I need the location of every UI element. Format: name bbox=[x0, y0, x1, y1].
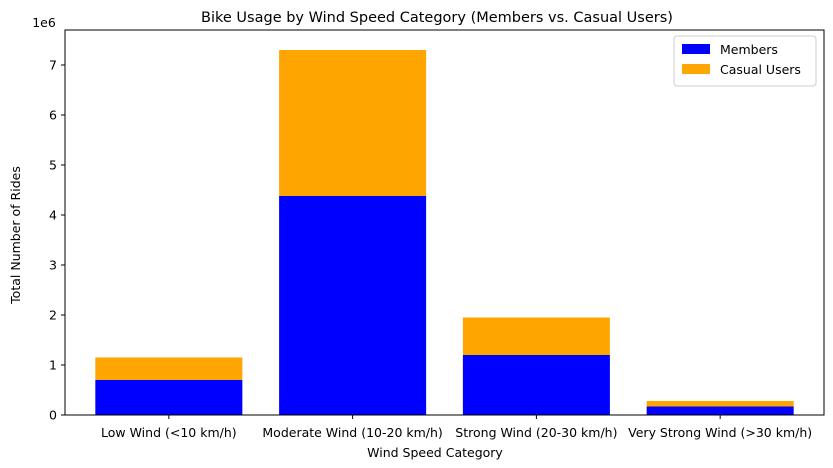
axes-layer: 0 1 2 3 4 5 6 7 Low Wind (<10 km/h) Moderate Wind… bbox=[49, 29, 825, 440]
bar-casual-0 bbox=[95, 357, 243, 380]
x-axis-label: Wind Speed Category bbox=[367, 445, 503, 460]
y-offset-label: 1e6 bbox=[32, 15, 56, 30]
y-tick-label: 2 bbox=[49, 308, 57, 323]
y-axis-label: Total Number of Rides bbox=[8, 166, 23, 305]
legend-swatch-members bbox=[682, 44, 710, 54]
plot-frame bbox=[64, 29, 825, 416]
bar-casual-1 bbox=[279, 50, 427, 196]
bar-members-0 bbox=[95, 380, 243, 415]
legend: Members Casual Users bbox=[673, 35, 817, 87]
y-tick-label: 1 bbox=[49, 358, 57, 373]
x-tick-label: Moderate Wind (10-20 km/h) bbox=[262, 425, 442, 440]
y-tick-label: 0 bbox=[49, 408, 57, 423]
legend-label-members: Members bbox=[720, 42, 778, 57]
bar-casual-3 bbox=[646, 401, 794, 407]
x-tick-label: Low Wind (<10 km/h) bbox=[101, 425, 237, 440]
bars-layer bbox=[95, 50, 794, 415]
bar-members-3 bbox=[646, 406, 794, 415]
y-tick-label: 3 bbox=[49, 258, 57, 273]
y-tick-label: 6 bbox=[49, 108, 57, 123]
x-tick-label: Strong Wind (20-30 km/h) bbox=[455, 425, 617, 440]
chart-title: Bike Usage by Wind Speed Category (Membe… bbox=[201, 10, 673, 26]
y-tick-label: 4 bbox=[49, 208, 57, 223]
legend-swatch-casual bbox=[682, 64, 710, 74]
legend-label-casual: Casual Users bbox=[720, 62, 801, 77]
x-tick-label: Very Strong Wind (>30 km/h) bbox=[628, 425, 812, 440]
y-tick-label: 5 bbox=[49, 158, 57, 173]
bar-members-1 bbox=[279, 196, 427, 415]
bar-casual-2 bbox=[462, 317, 610, 355]
y-tick-label: 7 bbox=[49, 58, 57, 73]
bar-members-2 bbox=[462, 355, 610, 415]
